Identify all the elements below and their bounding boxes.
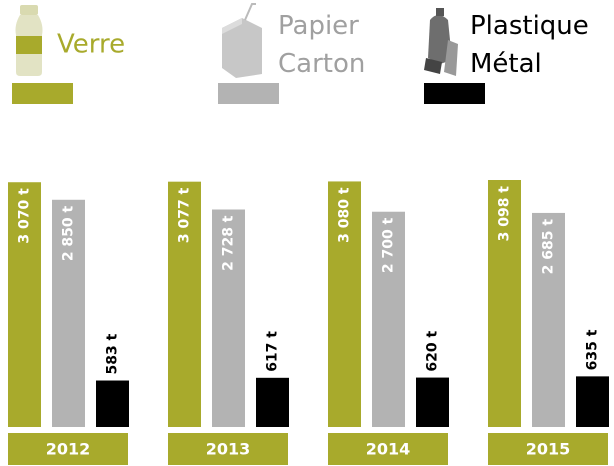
category-box (8, 433, 128, 465)
bar (8, 182, 41, 427)
bar (532, 212, 565, 427)
legend-swatch (218, 83, 279, 104)
carton-icon (222, 18, 262, 78)
value-label: 2 685 t (541, 219, 557, 275)
bar (576, 376, 609, 427)
legend-label-line: Plastique (470, 11, 597, 41)
bar (416, 377, 449, 427)
x-tick-label: 2015 (526, 440, 571, 459)
bar (328, 181, 361, 427)
can-icon (444, 40, 458, 76)
bar (372, 211, 405, 427)
value-label: 3 070 t (17, 188, 33, 244)
bar (96, 380, 129, 427)
bar (52, 199, 85, 427)
legend-label: Plastique Métal (470, 11, 597, 79)
x-tick-label: 2014 (366, 440, 411, 459)
can-icon (424, 58, 442, 74)
value-label: 2 700 t (381, 217, 397, 273)
bar (488, 180, 521, 427)
value-label: 2 728 t (221, 215, 237, 271)
bottle-icon (436, 8, 444, 16)
x-tick-label: 2013 (206, 440, 251, 459)
legend-label-line: Carton (278, 49, 365, 79)
legend-label: Papier Carton (278, 11, 367, 79)
bottle-icon (20, 5, 38, 15)
legend-swatch (424, 83, 485, 104)
value-label: 3 077 t (177, 187, 193, 243)
value-label: 2 850 t (61, 205, 77, 261)
bar (212, 209, 245, 427)
x-tick-label: 2012 (46, 440, 91, 459)
bottle-icon (428, 15, 452, 64)
value-label: 620 t (425, 330, 441, 371)
category-box (488, 433, 608, 465)
bottle-icon (16, 36, 42, 54)
category-box (328, 433, 448, 465)
legend-swatch (12, 83, 73, 104)
legend-label-line: Papier (278, 11, 367, 41)
legend-label-line: Métal (470, 49, 542, 79)
value-label: 3 098 t (497, 186, 513, 242)
bar (168, 181, 201, 427)
legend-label: Verre (57, 30, 125, 60)
carton-icon (222, 18, 242, 34)
value-label: 617 t (265, 331, 281, 372)
value-label: 3 080 t (337, 187, 353, 243)
bar (256, 377, 289, 427)
value-label: 635 t (585, 329, 601, 370)
category-box (168, 433, 288, 465)
legend-icons (15, 3, 458, 78)
carton-icon (244, 3, 256, 21)
value-label: 583 t (105, 333, 121, 374)
